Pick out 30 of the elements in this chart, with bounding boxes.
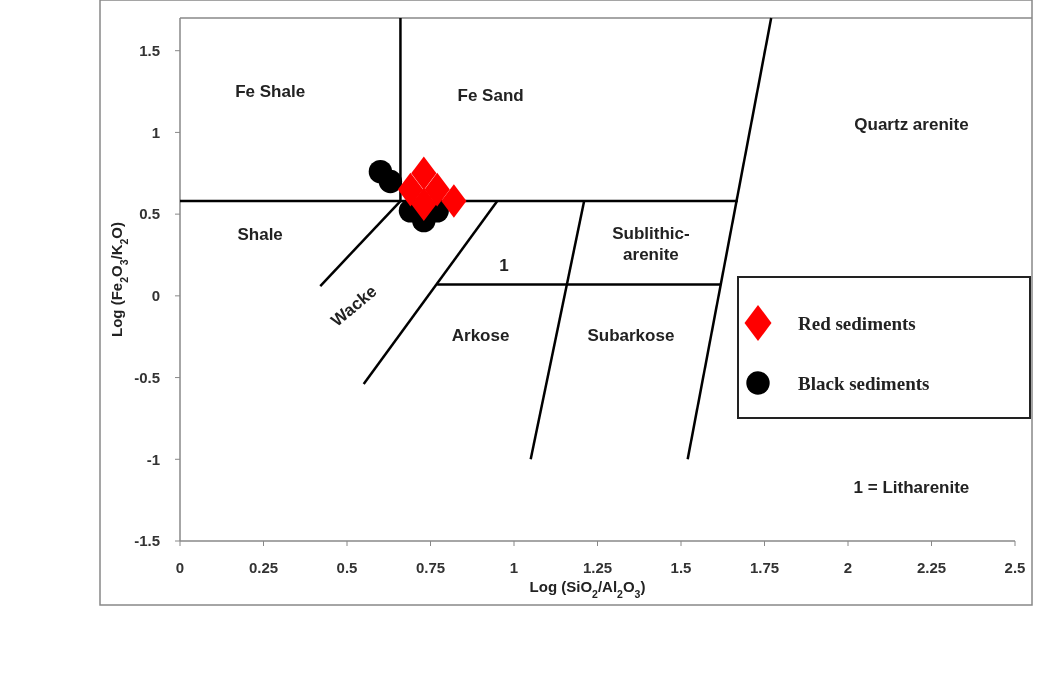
annotation: Arkose xyxy=(451,326,510,346)
x-tick-label: 1.5 xyxy=(670,559,692,576)
y-tick-label: -0.5 xyxy=(134,368,160,386)
y-tick-label: 1 xyxy=(151,123,160,141)
x-tick-label: 0.5 xyxy=(336,559,358,576)
y-tick-label: 1.5 xyxy=(139,41,160,59)
x-tick-label: 0 xyxy=(175,559,185,576)
x-tick-label: 0.25 xyxy=(248,559,279,576)
x-tick-label: 1.25 xyxy=(582,559,613,576)
annotation: Subarkose xyxy=(587,326,675,346)
annotation: 1 = Litharenite xyxy=(853,478,970,498)
x-tick-label: 1 xyxy=(509,559,519,576)
y-tick-label: -1.5 xyxy=(134,532,160,550)
annotation: Fe Shale xyxy=(235,82,306,102)
x-tick-label: 2.5 xyxy=(1004,559,1026,576)
annotation: Fe Sand xyxy=(457,85,524,105)
x-tick-label: 1.75 xyxy=(749,559,780,576)
x-tick-label: 2.25 xyxy=(916,559,947,576)
annotation: Shale xyxy=(237,224,283,244)
legend-label: Black sediments xyxy=(798,372,930,394)
annotation: Quartz arenite xyxy=(854,115,969,135)
y-tick-label: -1 xyxy=(146,450,160,468)
annotation: 1 xyxy=(499,255,509,275)
y-tick-label: 0 xyxy=(151,287,160,305)
y-tick-label: 0.5 xyxy=(139,205,160,223)
annotation: Sublithic- arenite xyxy=(612,224,690,264)
x-tick-label: 0.75 xyxy=(415,559,446,576)
legend-label: Red sediments xyxy=(798,312,916,334)
x-axis-title: Log (SiO$_{2}$/Al$_{2}$O$_{3}$) xyxy=(529,578,646,600)
x-tick-label: 2 xyxy=(843,559,853,576)
